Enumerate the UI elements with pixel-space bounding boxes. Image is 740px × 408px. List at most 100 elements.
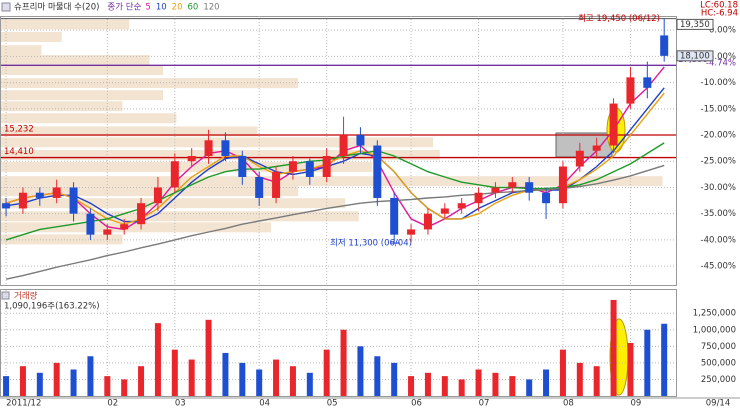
legend-entry: 5 xyxy=(145,3,150,13)
y-tick-label: -5.00% xyxy=(706,52,736,62)
volume-bar xyxy=(458,379,465,396)
volume-bar xyxy=(188,359,195,396)
candle-body xyxy=(474,192,483,204)
y-tick-label: -40.00% xyxy=(701,235,736,245)
y-tick-label: -25.00% xyxy=(701,157,736,167)
menu-icon[interactable] xyxy=(1,291,10,300)
x-tick-label: 05 xyxy=(327,399,338,408)
candle-body xyxy=(592,145,601,151)
volume-bar xyxy=(661,323,668,396)
volume-profile-bar xyxy=(1,19,130,30)
volume-bar xyxy=(273,359,280,396)
price-label: 19,350 xyxy=(680,20,710,30)
candle-body xyxy=(322,156,331,177)
volume-profile-bar xyxy=(1,176,663,187)
candle-body xyxy=(457,203,466,209)
x-tick-label: 09/14 xyxy=(706,399,731,408)
candle-body xyxy=(272,171,281,198)
x-tick-label: 02 xyxy=(107,399,118,408)
chart-title: 슈프리마 마물대 수(20) xyxy=(14,3,99,13)
volume-bar xyxy=(205,319,212,396)
volume-bar xyxy=(391,362,398,396)
candle-body xyxy=(69,187,78,214)
legend-entry: 120 xyxy=(203,3,219,13)
ma-line xyxy=(5,142,665,241)
x-tick-label: 03 xyxy=(175,399,186,408)
status-label: LC:60.18 xyxy=(700,1,738,11)
volume-bar xyxy=(424,372,431,396)
candle-body xyxy=(86,213,95,235)
price-pane-frame xyxy=(0,16,677,286)
volume-summary: 1,090,196주(163.22%) xyxy=(4,302,100,312)
candle-body xyxy=(305,161,314,177)
candle-body xyxy=(575,150,584,167)
volume-bar xyxy=(408,376,415,396)
ma-line xyxy=(5,87,665,223)
volume-title: 거래량 xyxy=(14,291,38,302)
volume-bar xyxy=(3,376,10,396)
volume-bar xyxy=(104,376,111,396)
ma-line xyxy=(5,164,665,280)
volume-bar xyxy=(644,329,651,396)
status-label: HC:-6.94 xyxy=(701,9,738,19)
candle-body xyxy=(120,224,129,230)
volume-profile-bar xyxy=(1,113,177,124)
y-tick-label: -30.00% xyxy=(701,183,736,193)
volume-profile-bar xyxy=(1,186,298,197)
y-tick-label: -4.74% xyxy=(706,59,736,69)
candle-body xyxy=(153,187,162,204)
x-tick-label: 07 xyxy=(479,399,490,408)
price-label: 18,100 xyxy=(680,51,710,61)
y-tick-label: 0.00% xyxy=(709,26,736,36)
candle-body xyxy=(187,156,196,162)
menu-icon[interactable] xyxy=(1,2,11,12)
price-label-box xyxy=(676,18,714,30)
x-tick-label: 04 xyxy=(259,399,270,408)
volume-bar xyxy=(340,329,347,396)
highlight-box xyxy=(555,132,613,158)
candle-body xyxy=(542,192,551,204)
annotation-label: 최저 11,300 (06/04) xyxy=(330,238,412,249)
volume-bar xyxy=(171,349,178,396)
volume-profile-bar xyxy=(1,126,258,137)
volume-pane-frame xyxy=(0,289,677,397)
candle-body xyxy=(525,182,534,193)
candle-body xyxy=(52,187,61,198)
y-tick-label: -45.00% xyxy=(701,262,736,272)
candle-body xyxy=(373,145,382,198)
volume-bar xyxy=(87,356,94,396)
x-tick-label: 06 xyxy=(411,399,422,408)
level-label: 14,410 xyxy=(4,147,34,157)
y-tick-label: 1,000,000 xyxy=(693,325,736,335)
volume-bar xyxy=(222,352,229,396)
volume-bar xyxy=(239,362,246,396)
candle-body xyxy=(407,229,416,235)
volume-bar xyxy=(138,366,145,396)
volume-bar xyxy=(509,376,516,396)
volume-bar xyxy=(357,346,364,396)
volume-profile-bar xyxy=(1,211,359,222)
volume-bar xyxy=(441,376,448,396)
candle-body xyxy=(339,135,348,157)
volume-bar xyxy=(374,356,381,396)
y-tick-label: -10.00% xyxy=(701,78,736,88)
candle-body xyxy=(238,156,247,177)
candle-body xyxy=(35,192,44,198)
y-tick-label: 750,000 xyxy=(701,342,736,352)
candle-body xyxy=(390,197,399,235)
legend-entry: 20 xyxy=(172,3,183,13)
y-tick-label: -20.00% xyxy=(701,131,736,141)
candle-body xyxy=(170,161,179,188)
volume-profile-bar xyxy=(1,101,123,112)
volume-bar xyxy=(53,362,60,396)
candle-body xyxy=(356,135,365,146)
volume-bar xyxy=(323,349,330,396)
volume-bar xyxy=(19,366,26,396)
candle-body xyxy=(643,77,652,88)
candle-body xyxy=(288,161,297,172)
volume-bar xyxy=(593,366,600,396)
volume-bar xyxy=(70,369,77,396)
volume-bar xyxy=(289,366,296,396)
candle-body xyxy=(204,140,213,157)
